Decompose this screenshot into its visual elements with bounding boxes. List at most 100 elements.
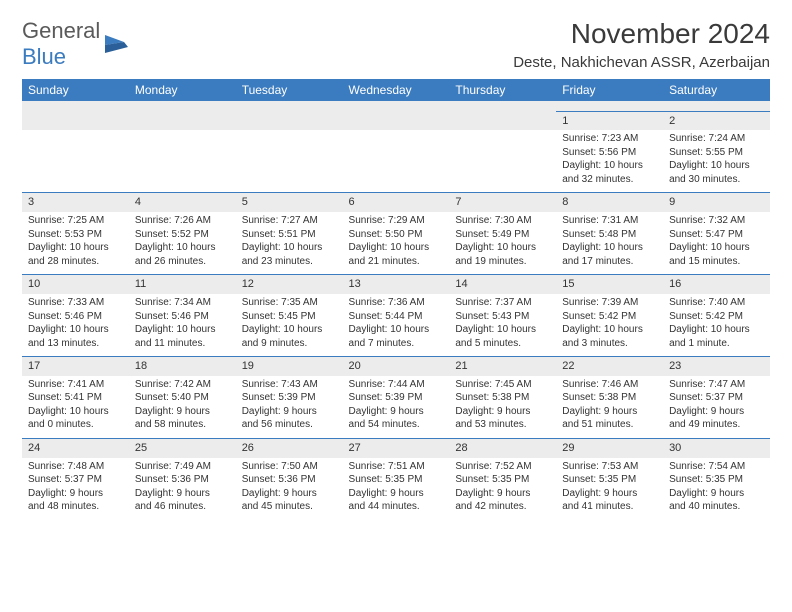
daylight-text-1: Daylight: 9 hours — [28, 487, 123, 501]
daylight-text-2: and 19 minutes. — [455, 255, 550, 269]
daylight-text-1: Daylight: 9 hours — [242, 405, 337, 419]
daylight-text-1: Daylight: 9 hours — [242, 487, 337, 501]
day-cell: Sunrise: 7:31 AMSunset: 5:48 PMDaylight:… — [556, 212, 663, 275]
daylight-text-1: Daylight: 10 hours — [135, 323, 230, 337]
daylight-text-2: and 21 minutes. — [349, 255, 444, 269]
daylight-text-2: and 48 minutes. — [28, 500, 123, 514]
weekday-header: Sunday — [22, 79, 129, 101]
daylight-text-1: Daylight: 10 hours — [562, 323, 657, 337]
daylight-text-1: Daylight: 9 hours — [455, 405, 550, 419]
logo-text-blue: Blue — [22, 44, 66, 69]
spacer-cell — [22, 101, 129, 111]
daylight-text-2: and 30 minutes. — [669, 173, 764, 187]
day-cell: Sunrise: 7:43 AMSunset: 5:39 PMDaylight:… — [236, 376, 343, 439]
day-cell: Sunrise: 7:46 AMSunset: 5:38 PMDaylight:… — [556, 376, 663, 439]
day-number: 2 — [663, 111, 770, 130]
day-number: 26 — [236, 438, 343, 457]
day-cell: Sunrise: 7:53 AMSunset: 5:35 PMDaylight:… — [556, 458, 663, 520]
empty-day-number — [343, 111, 450, 130]
daylight-text-2: and 15 minutes. — [669, 255, 764, 269]
daylight-text-1: Daylight: 9 hours — [135, 487, 230, 501]
logo-text: General Blue — [22, 18, 100, 70]
calendar-table: SundayMondayTuesdayWednesdayThursdayFrid… — [22, 79, 770, 520]
daylight-text-2: and 45 minutes. — [242, 500, 337, 514]
daylight-text-2: and 17 minutes. — [562, 255, 657, 269]
calendar-page: General Blue November 2024 Deste, Nakhic… — [0, 0, 792, 538]
sunset-text: Sunset: 5:39 PM — [349, 391, 444, 405]
day-info-row: Sunrise: 7:48 AMSunset: 5:37 PMDaylight:… — [22, 458, 770, 520]
day-cell: Sunrise: 7:34 AMSunset: 5:46 PMDaylight:… — [129, 294, 236, 357]
day-cell: Sunrise: 7:52 AMSunset: 5:35 PMDaylight:… — [449, 458, 556, 520]
sunrise-text: Sunrise: 7:30 AM — [455, 214, 550, 228]
empty-day-number — [22, 111, 129, 130]
daynum-row: 24252627282930 — [22, 438, 770, 457]
daylight-text-1: Daylight: 10 hours — [28, 405, 123, 419]
sunset-text: Sunset: 5:50 PM — [349, 228, 444, 242]
sunset-text: Sunset: 5:37 PM — [669, 391, 764, 405]
sunrise-text: Sunrise: 7:39 AM — [562, 296, 657, 310]
empty-cell — [22, 130, 129, 193]
sunrise-text: Sunrise: 7:46 AM — [562, 378, 657, 392]
day-number: 17 — [22, 357, 129, 376]
daylight-text-2: and 13 minutes. — [28, 337, 123, 351]
logo-text-general: General — [22, 18, 100, 43]
empty-cell — [236, 130, 343, 193]
day-cell: Sunrise: 7:23 AMSunset: 5:56 PMDaylight:… — [556, 130, 663, 193]
day-number: 27 — [343, 438, 450, 457]
sunrise-text: Sunrise: 7:52 AM — [455, 460, 550, 474]
day-number: 10 — [22, 275, 129, 294]
day-cell: Sunrise: 7:50 AMSunset: 5:36 PMDaylight:… — [236, 458, 343, 520]
daylight-text-1: Daylight: 10 hours — [562, 159, 657, 173]
empty-day-number — [449, 111, 556, 130]
daylight-text-1: Daylight: 10 hours — [349, 323, 444, 337]
day-cell: Sunrise: 7:54 AMSunset: 5:35 PMDaylight:… — [663, 458, 770, 520]
daynum-row: 3456789 — [22, 193, 770, 212]
sunrise-text: Sunrise: 7:49 AM — [135, 460, 230, 474]
sunrise-text: Sunrise: 7:34 AM — [135, 296, 230, 310]
sunset-text: Sunset: 5:35 PM — [669, 473, 764, 487]
sunrise-text: Sunrise: 7:47 AM — [669, 378, 764, 392]
daylight-text-2: and 41 minutes. — [562, 500, 657, 514]
day-number: 11 — [129, 275, 236, 294]
day-cell: Sunrise: 7:40 AMSunset: 5:42 PMDaylight:… — [663, 294, 770, 357]
sunset-text: Sunset: 5:36 PM — [242, 473, 337, 487]
empty-cell — [449, 130, 556, 193]
sunset-text: Sunset: 5:37 PM — [28, 473, 123, 487]
daylight-text-1: Daylight: 9 hours — [669, 405, 764, 419]
daylight-text-2: and 56 minutes. — [242, 418, 337, 432]
daylight-text-2: and 32 minutes. — [562, 173, 657, 187]
sunrise-text: Sunrise: 7:48 AM — [28, 460, 123, 474]
daylight-text-1: Daylight: 10 hours — [669, 159, 764, 173]
sunset-text: Sunset: 5:56 PM — [562, 146, 657, 160]
daylight-text-2: and 1 minute. — [669, 337, 764, 351]
title-block: November 2024 Deste, Nakhichevan ASSR, A… — [513, 18, 770, 71]
day-number: 30 — [663, 438, 770, 457]
empty-day-number — [129, 111, 236, 130]
day-number: 29 — [556, 438, 663, 457]
day-cell: Sunrise: 7:45 AMSunset: 5:38 PMDaylight:… — [449, 376, 556, 439]
sunset-text: Sunset: 5:47 PM — [669, 228, 764, 242]
empty-cell — [129, 130, 236, 193]
daylight-text-2: and 3 minutes. — [562, 337, 657, 351]
sunset-text: Sunset: 5:39 PM — [242, 391, 337, 405]
daylight-text-2: and 44 minutes. — [349, 500, 444, 514]
day-info-row: Sunrise: 7:25 AMSunset: 5:53 PMDaylight:… — [22, 212, 770, 275]
daylight-text-1: Daylight: 10 hours — [28, 323, 123, 337]
daylight-text-2: and 51 minutes. — [562, 418, 657, 432]
sunset-text: Sunset: 5:44 PM — [349, 310, 444, 324]
daylight-text-1: Daylight: 10 hours — [669, 323, 764, 337]
day-number: 1 — [556, 111, 663, 130]
daylight-text-1: Daylight: 10 hours — [135, 241, 230, 255]
daylight-text-1: Daylight: 9 hours — [349, 405, 444, 419]
sunset-text: Sunset: 5:35 PM — [455, 473, 550, 487]
day-cell: Sunrise: 7:27 AMSunset: 5:51 PMDaylight:… — [236, 212, 343, 275]
sunrise-text: Sunrise: 7:43 AM — [242, 378, 337, 392]
sunrise-text: Sunrise: 7:32 AM — [669, 214, 764, 228]
daynum-row: 10111213141516 — [22, 275, 770, 294]
day-number: 21 — [449, 357, 556, 376]
day-info-row: Sunrise: 7:23 AMSunset: 5:56 PMDaylight:… — [22, 130, 770, 193]
daylight-text-1: Daylight: 10 hours — [242, 323, 337, 337]
day-number: 18 — [129, 357, 236, 376]
day-number: 28 — [449, 438, 556, 457]
sunset-text: Sunset: 5:48 PM — [562, 228, 657, 242]
